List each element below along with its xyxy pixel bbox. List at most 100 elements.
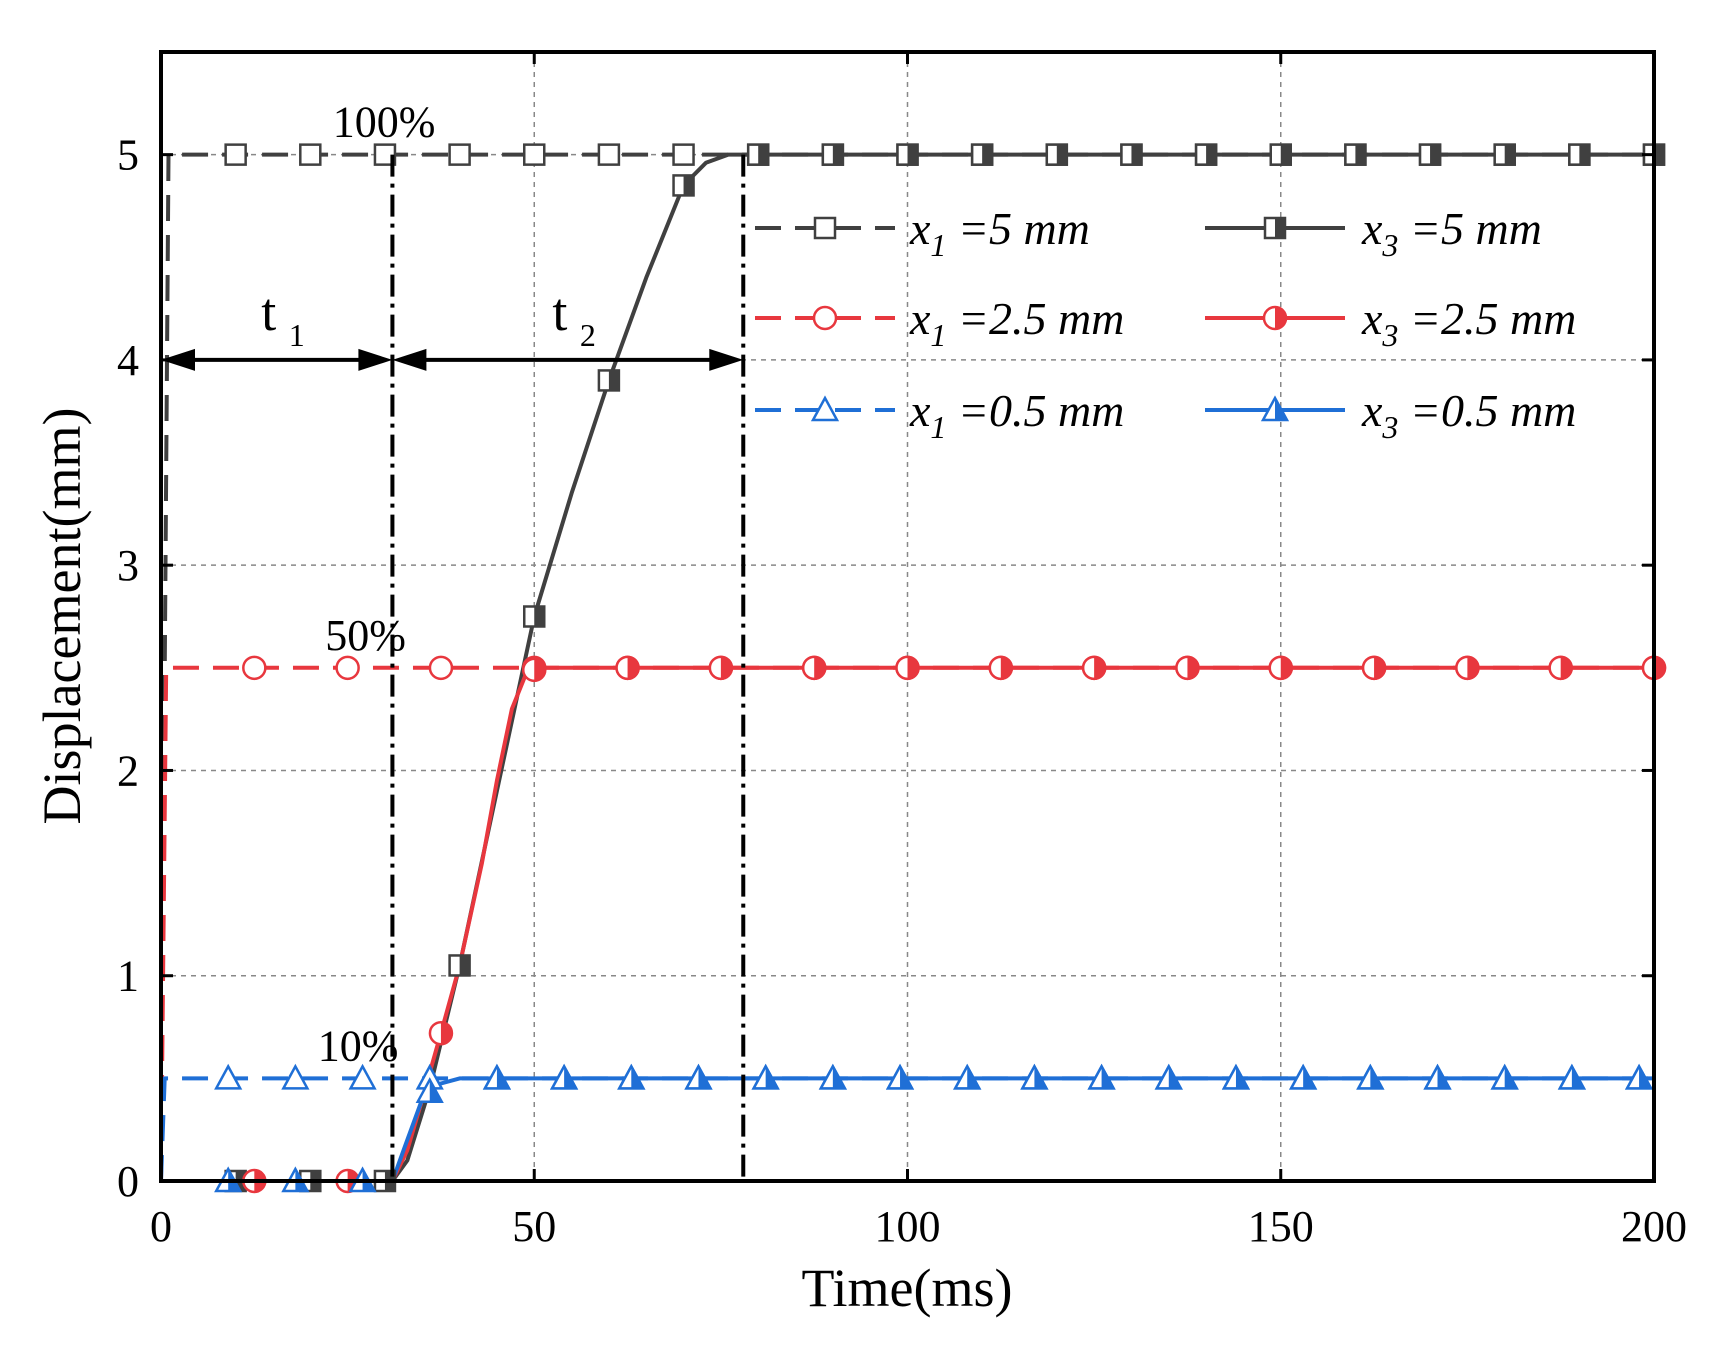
marker-fill	[564, 1066, 577, 1089]
series-0-marker	[523, 143, 546, 166]
marker-fill	[1131, 144, 1142, 165]
marker-fill	[1467, 656, 1479, 679]
marker-fill	[1579, 144, 1590, 165]
series-4-marker	[895, 655, 920, 681]
series-5-marker	[1020, 1063, 1049, 1090]
marker-fill	[1571, 1066, 1584, 1089]
marker-shape	[448, 143, 471, 166]
legend-item-2: x1 =0.5 mm	[755, 385, 1124, 445]
marker-fill	[765, 1066, 778, 1089]
marker-fill	[720, 656, 732, 679]
series-5-marker	[1624, 1063, 1654, 1090]
series-3-marker	[821, 143, 845, 166]
marker-fill	[459, 955, 470, 976]
marker-fill	[982, 144, 993, 165]
series-4-marker	[428, 1020, 454, 1046]
series-5-marker	[1087, 1063, 1116, 1090]
series-5-marker	[684, 1063, 713, 1090]
marker-fill	[1280, 656, 1292, 679]
legend-label: x3 =0.5 mm	[1361, 385, 1576, 445]
y-tick-label: 3	[117, 541, 139, 590]
interval-label-sub-2: 2	[580, 317, 596, 353]
series-markers	[214, 143, 1667, 1194]
series-4-marker	[801, 655, 827, 681]
series-4-marker	[615, 655, 640, 681]
series-2-marker	[281, 1063, 310, 1090]
series-0-marker	[373, 143, 397, 166]
series-3-marker	[1493, 143, 1516, 166]
series-5-marker	[1356, 1063, 1385, 1090]
marker-fill	[440, 1022, 452, 1045]
interval-label-sub-1: 1	[289, 317, 305, 353]
marker-fill	[758, 144, 769, 165]
marker-fill	[1430, 144, 1441, 165]
series-5-marker	[1557, 1063, 1586, 1090]
marker-fill	[1056, 144, 1067, 165]
series-0-marker	[448, 143, 471, 166]
series-5-marker	[953, 1063, 982, 1090]
legend: x1 =5 mm x1 =2.5 mm x1 =0.5 mm x3 =5 mm x3 =…	[755, 203, 1576, 445]
series-3-marker	[1269, 143, 1292, 166]
series-4-marker	[1081, 655, 1107, 681]
series-5-marker	[1423, 1063, 1452, 1090]
interval-label-1: t	[261, 282, 276, 342]
legend-swatch-marker	[810, 395, 840, 422]
x-axis-title: Time(ms)	[801, 1258, 1012, 1318]
series-5-marker	[415, 1077, 444, 1103]
series-0-marker	[672, 143, 695, 166]
marker-fill	[1654, 144, 1664, 165]
marker-fill	[534, 658, 546, 681]
series-4-marker	[1455, 655, 1480, 681]
marker-shape	[299, 143, 322, 166]
marker-fill	[1034, 1066, 1047, 1089]
legend-item-4: x3 =2.5 mm	[1205, 293, 1576, 353]
marker-fill	[683, 175, 694, 196]
marker-fill	[1094, 656, 1106, 679]
marker-fill	[631, 1066, 644, 1089]
series-4-marker	[1361, 655, 1387, 681]
interval-arrow-head-left	[392, 348, 427, 371]
marker-fill	[1504, 1066, 1517, 1089]
marker-shape	[523, 143, 546, 166]
legend-label: x3 =2.5 mm	[1361, 293, 1576, 353]
series-2-marker	[214, 1063, 243, 1090]
series-3-marker	[970, 143, 994, 166]
y-tick-label: 5	[117, 131, 139, 180]
series-3-marker	[1045, 143, 1069, 166]
y-tick-label: 1	[117, 952, 139, 1001]
series-3-marker	[1120, 143, 1143, 166]
marker-fill	[1560, 656, 1572, 679]
marker-fill	[534, 606, 545, 627]
series-5-marker	[818, 1063, 847, 1090]
x-tick-label: 150	[1248, 1202, 1314, 1251]
legend-label: x1 =5 mm	[909, 203, 1090, 263]
series-2-marker	[348, 1063, 377, 1090]
series-3-marker	[746, 143, 770, 166]
series-4-marker	[988, 655, 1014, 681]
marker-fill	[1101, 1066, 1114, 1089]
marker-shape	[373, 143, 397, 166]
series-5-marker	[617, 1063, 646, 1090]
series-3-marker	[1568, 143, 1591, 166]
legend-item-1: x1 =2.5 mm	[755, 293, 1124, 353]
series-0-marker	[299, 143, 322, 166]
legend-swatch-marker	[813, 216, 837, 240]
series-5-marker	[550, 1063, 579, 1090]
x-tick-label: 0	[150, 1202, 172, 1251]
marker-shape	[242, 655, 267, 681]
series-3-marker	[523, 605, 546, 628]
marker-shape	[214, 1063, 243, 1090]
marker-fill	[608, 370, 619, 391]
series-5-marker	[1490, 1063, 1519, 1090]
marker-shape	[428, 655, 454, 681]
marker-fill	[1654, 656, 1666, 679]
series-3-marker	[672, 174, 695, 197]
y-tick-label: 2	[117, 746, 139, 795]
marker-shape	[335, 655, 360, 681]
marker-fill	[907, 144, 918, 165]
x-tick-label: 200	[1621, 1202, 1687, 1251]
series-5-marker	[1221, 1063, 1251, 1090]
legend-item-0: x1 =5 mm	[755, 203, 1090, 263]
marker-fill	[1000, 656, 1012, 679]
series-0-marker	[597, 143, 621, 166]
